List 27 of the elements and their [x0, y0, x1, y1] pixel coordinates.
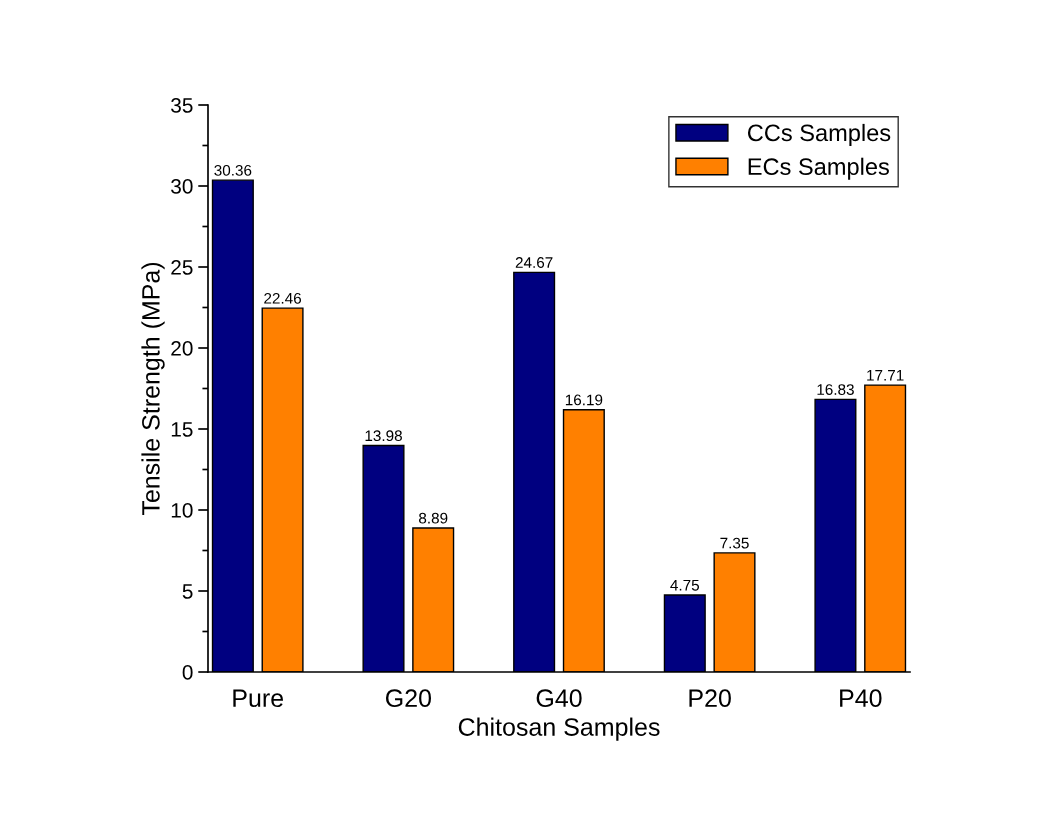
x-axis-title: Chitosan Samples	[458, 717, 660, 741]
data-label: 24.67	[515, 257, 553, 268]
data-label: 8.89	[419, 512, 448, 524]
data-label: 30.36	[214, 164, 252, 176]
data-label: 16.83	[817, 384, 854, 395]
legend-label: ECs Samples	[748, 157, 889, 180]
y-tick-label: 35	[171, 98, 193, 113]
legend-label: CCs Samples	[747, 123, 891, 146]
data-label: 16.19	[565, 394, 603, 406]
data-label: 4.75	[670, 579, 700, 591]
y-tick-label: 0	[182, 665, 193, 680]
y-tick-label: 25	[171, 260, 193, 275]
y-tick-label: 5	[182, 584, 193, 599]
y-tick-label: 30	[171, 179, 193, 194]
y-axis-title: Tensile Strength (MPa)	[141, 262, 165, 516]
data-label: 17.71	[867, 370, 904, 381]
x-tick-label: Pure	[233, 689, 284, 708]
data-label: 13.98	[365, 430, 402, 442]
x-tick-label: P40	[840, 689, 882, 708]
y-tick-label: 15	[171, 422, 193, 437]
x-tick-label: G20	[385, 689, 432, 708]
y-tick-label: 20	[171, 341, 193, 356]
data-label: 7.35	[720, 537, 749, 549]
y-tick-label: 10	[171, 503, 193, 518]
x-tick-label: P20	[689, 689, 731, 708]
data-label: 22.46	[264, 292, 302, 304]
x-tick-label: G40	[536, 689, 582, 708]
